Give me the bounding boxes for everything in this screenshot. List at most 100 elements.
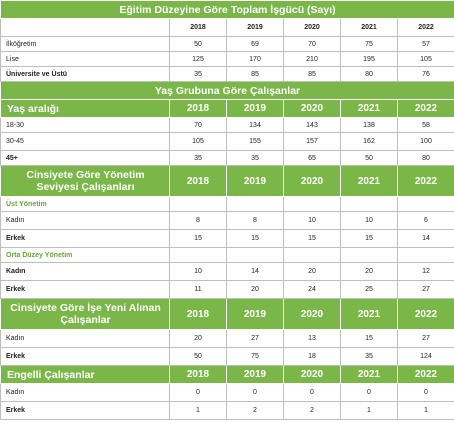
row-label: Kadın xyxy=(0,262,170,281)
row-label: 45+ xyxy=(0,150,170,166)
year-2021: 2021 xyxy=(340,18,398,37)
cell: 35 xyxy=(169,66,227,82)
cell: 138 xyxy=(340,117,398,133)
table-row: Kadın 8 8 10 10 6 xyxy=(0,211,454,230)
cell: 15 xyxy=(283,229,341,248)
cell: 20 xyxy=(340,262,398,281)
hired-title: Cinsiyete Göre İşe Yeni Alınan Çalışanla… xyxy=(0,298,170,330)
cell: 13 xyxy=(283,329,341,348)
cell: 25 xyxy=(340,280,398,299)
year-2020: 2020 xyxy=(283,99,341,118)
year-2021: 2021 xyxy=(340,298,398,330)
cell: 57 xyxy=(396,36,454,52)
cell: 15 xyxy=(340,329,398,348)
row-label: Erkek xyxy=(0,280,170,299)
education-title-row: Eğitim Düzeyine Göre Toplam İşgücü (Sayı… xyxy=(0,0,454,19)
year-2020: 2020 xyxy=(283,18,341,37)
year-2018: 2018 xyxy=(169,18,227,37)
cell: 35 xyxy=(340,347,398,366)
table-row: 30-45 105 155 157 162 100 xyxy=(0,132,454,151)
year-2018: 2018 xyxy=(169,165,227,197)
cell: 50 xyxy=(340,150,398,166)
cell: 1 xyxy=(396,401,454,420)
cell: 0 xyxy=(169,383,227,402)
row-label: Kadın xyxy=(0,211,170,230)
table-row: Erkek 50 75 18 35 124 xyxy=(0,347,454,366)
cell: 170 xyxy=(226,51,284,67)
year-2019: 2019 xyxy=(226,99,284,118)
table-row: 45+ 35 35 65 50 80 xyxy=(0,150,454,166)
cell: 125 xyxy=(169,51,227,67)
cell: 70 xyxy=(169,117,227,133)
cell: 0 xyxy=(396,383,454,402)
table-row: 18-30 70 134 143 138 58 xyxy=(0,117,454,133)
year-2020: 2020 xyxy=(283,165,341,197)
year-2019: 2019 xyxy=(226,165,284,197)
cell: 8 xyxy=(226,211,284,230)
cell: 27 xyxy=(396,329,454,348)
table-row: Kadın 10 14 20 20 12 xyxy=(0,262,454,281)
cell: 0 xyxy=(340,383,398,402)
year-2021: 2021 xyxy=(340,365,398,384)
cell: 27 xyxy=(396,280,454,299)
cell: 0 xyxy=(283,383,341,402)
row-label: 18-30 xyxy=(0,117,170,133)
year-2018: 2018 xyxy=(169,365,227,384)
year-2022: 2022 xyxy=(396,99,454,118)
year-2020: 2020 xyxy=(283,365,341,384)
table-row: İlköğretim 50 69 70 75 57 xyxy=(0,36,454,52)
education-year-header-label xyxy=(0,18,170,37)
row-label: Erkek xyxy=(0,229,170,248)
cell: 35 xyxy=(169,150,227,166)
table-row: Erkek 1 2 2 1 1 xyxy=(0,401,454,420)
row-label: Üniversite ve Üstü xyxy=(0,66,170,82)
year-2022: 2022 xyxy=(396,165,454,197)
cell: 14 xyxy=(396,229,454,248)
row-label: Lise xyxy=(0,51,170,67)
cell: 75 xyxy=(340,36,398,52)
table-row: Erkek 11 20 24 25 27 xyxy=(0,280,454,299)
row-label: Kadın xyxy=(0,329,170,348)
cell: 100 xyxy=(396,132,454,151)
mid-management-label: Orta Düzey Yönetim xyxy=(0,247,170,263)
cell: 14 xyxy=(226,262,284,281)
cell: 15 xyxy=(226,229,284,248)
cell: 35 xyxy=(226,150,284,166)
cell: 162 xyxy=(340,132,398,151)
cell: 1 xyxy=(169,401,227,420)
year-2018: 2018 xyxy=(169,99,227,118)
management-header-row: Cinsiyete Göre Yönetim Seviyesi Çalışanl… xyxy=(0,165,454,197)
cell: 2 xyxy=(226,401,284,420)
cell: 20 xyxy=(283,262,341,281)
cell: 8 xyxy=(169,211,227,230)
row-label: Erkek xyxy=(0,401,170,420)
mid-management-label-row: Orta Düzey Yönetim xyxy=(0,247,454,263)
age-range-header: Yaş aralığı xyxy=(0,99,170,118)
cell: 105 xyxy=(169,132,227,151)
cell: 12 xyxy=(396,262,454,281)
cell: 15 xyxy=(169,229,227,248)
cell: 143 xyxy=(283,117,341,133)
cell: 15 xyxy=(340,229,398,248)
cell: 80 xyxy=(396,150,454,166)
education-title: Eğitim Düzeyine Göre Toplam İşgücü (Sayı… xyxy=(0,0,454,19)
cell: 27 xyxy=(226,329,284,348)
year-2020: 2020 xyxy=(283,298,341,330)
cell: 80 xyxy=(340,66,398,82)
row-label: 30-45 xyxy=(0,132,170,151)
cell: 65 xyxy=(283,150,341,166)
table-row: Lise 125 170 210 195 105 xyxy=(0,51,454,67)
cell: 10 xyxy=(283,211,341,230)
year-2022: 2022 xyxy=(396,298,454,330)
cell: 11 xyxy=(169,280,227,299)
year-2022: 2022 xyxy=(396,365,454,384)
cell: 24 xyxy=(283,280,341,299)
year-2018: 2018 xyxy=(169,298,227,330)
year-2022: 2022 xyxy=(396,18,454,37)
cell: 75 xyxy=(226,347,284,366)
cell: 10 xyxy=(169,262,227,281)
age-title: Yaş Grubuna Göre Çalışanlar xyxy=(0,81,454,100)
cell: 157 xyxy=(283,132,341,151)
disabled-title: Engelli Çalışanlar xyxy=(0,365,170,384)
